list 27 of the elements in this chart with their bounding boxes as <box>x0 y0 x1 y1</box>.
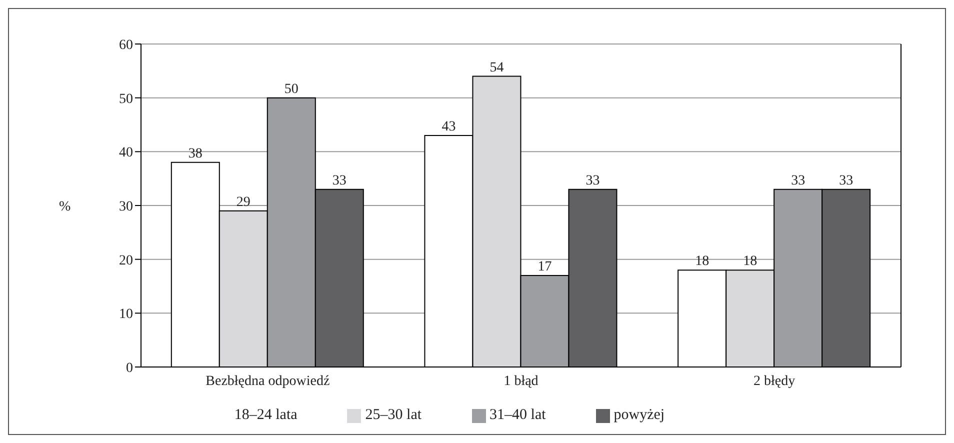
y-tick-label: 30 <box>119 199 133 214</box>
data-label: 33 <box>839 173 854 188</box>
data-label: 17 <box>538 259 552 274</box>
data-label: 18 <box>743 254 758 270</box>
legend-label: 31–40 lat <box>490 407 546 423</box>
data-label: 33 <box>332 173 346 188</box>
x-tick-label: 2 błędy <box>754 374 796 389</box>
y-tick-label: 60 <box>119 38 133 53</box>
y-tick-label: 20 <box>119 253 133 268</box>
y-tick-label: 50 <box>119 92 133 107</box>
data-label: 18 <box>695 254 710 270</box>
y-tick-label: 10 <box>119 307 133 322</box>
data-label: 29 <box>236 194 250 210</box>
y-axis-title: % <box>59 199 71 214</box>
legend-label: powyżej <box>614 407 665 423</box>
y-tick-label: 40 <box>119 146 133 161</box>
x-tick-label: Bezbłędna odpowiedź <box>206 374 330 389</box>
data-label: 54 <box>490 60 504 76</box>
y-tick-label: 0 <box>126 360 133 376</box>
data-label: 33 <box>586 173 600 188</box>
data-label: 50 <box>284 82 298 97</box>
legend-label: 25–30 lat <box>365 407 422 423</box>
data-label: 43 <box>442 120 456 135</box>
text: 18–24 lata <box>234 407 298 423</box>
data-label: 38 <box>188 146 202 162</box>
data-label: 33 <box>791 173 806 188</box>
x-tick-label: 1 błąd <box>504 374 538 389</box>
